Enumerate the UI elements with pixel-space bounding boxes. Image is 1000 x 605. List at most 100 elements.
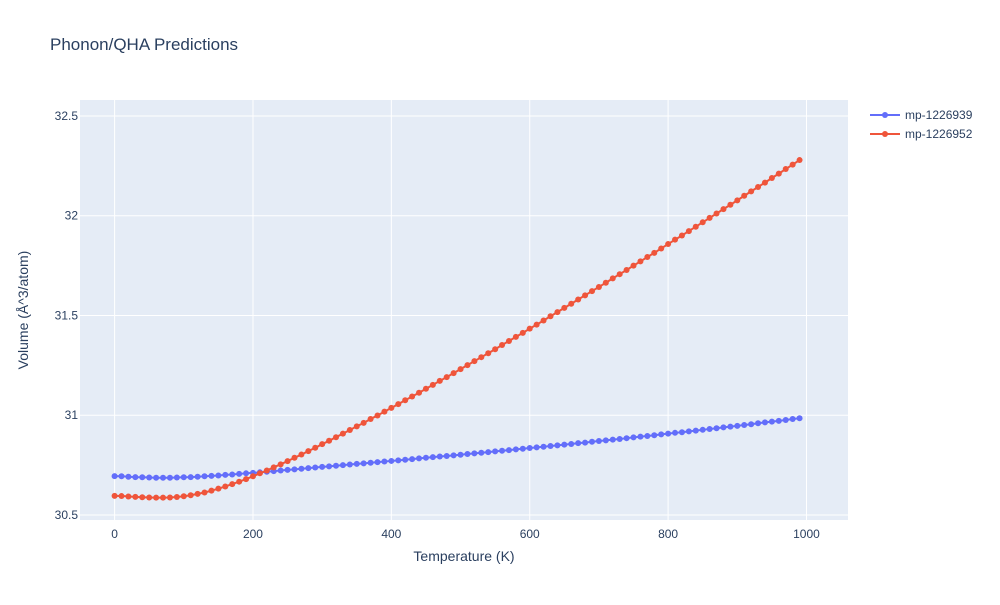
data-point[interactable] [561,441,568,448]
data-point[interactable] [582,439,589,446]
data-point[interactable] [741,192,748,199]
data-point[interactable] [609,436,616,443]
data-point[interactable] [374,412,381,419]
data-point[interactable] [346,461,353,468]
data-point[interactable] [775,417,782,424]
data-point[interactable] [727,201,734,208]
legend-item[interactable]: mp-1226939 [870,108,973,122]
data-point[interactable] [720,424,727,431]
data-point[interactable] [637,258,644,265]
data-point[interactable] [775,170,782,177]
data-point[interactable] [665,241,672,248]
data-point[interactable] [492,448,499,455]
data-point[interactable] [450,452,457,459]
data-point[interactable] [263,467,270,474]
data-point[interactable] [236,470,243,477]
data-point[interactable] [367,416,374,423]
data-point[interactable] [180,474,187,481]
data-point[interactable] [402,397,409,404]
data-point[interactable] [602,279,609,286]
data-point[interactable] [623,267,630,273]
legend-item[interactable]: mp-1226952 [870,127,973,141]
data-point[interactable] [492,346,499,353]
data-point[interactable] [409,456,416,463]
data-point[interactable] [153,494,160,501]
data-point[interactable] [540,443,547,450]
data-point[interactable] [298,465,305,472]
data-point[interactable] [422,454,429,461]
data-point[interactable] [180,493,187,500]
data-point[interactable] [194,473,201,480]
data-point[interactable] [139,494,146,501]
data-point[interactable] [589,288,595,295]
data-point[interactable] [125,473,132,480]
data-point[interactable] [637,433,644,440]
data-point[interactable] [395,401,402,408]
data-point[interactable] [547,442,554,449]
data-point[interactable] [333,462,339,469]
data-point[interactable] [748,421,755,428]
data-point[interactable] [713,425,720,432]
plot-background[interactable] [80,100,848,520]
data-point[interactable] [173,494,180,501]
data-point[interactable] [644,433,651,439]
data-point[interactable] [166,494,173,501]
series-line[interactable] [114,417,800,479]
data-point[interactable] [485,350,492,357]
data-point[interactable] [256,470,263,477]
data-point[interactable] [699,219,706,226]
data-point[interactable] [333,434,339,441]
data-point[interactable] [699,426,706,433]
data-point[interactable] [222,483,229,490]
data-point[interactable] [326,463,333,470]
data-point[interactable] [125,493,132,500]
data-point[interactable] [166,474,173,481]
data-point[interactable] [422,385,429,392]
data-point[interactable] [111,473,118,480]
legend[interactable]: mp-1226939 mp-1226952 [870,108,973,141]
data-point[interactable] [443,374,450,381]
data-point[interactable] [160,494,167,501]
data-point[interactable] [187,492,194,499]
data-point[interactable] [678,232,685,239]
data-point[interactable] [416,389,423,396]
data-point[interactable] [298,451,305,458]
data-point[interactable] [284,458,291,465]
data-point[interactable] [651,432,658,439]
data-point[interactable] [768,418,775,425]
data-point[interactable] [748,188,755,195]
data-point[interactable] [554,309,561,316]
data-point[interactable] [540,317,547,324]
data-point[interactable] [326,437,333,444]
data-point[interactable] [132,493,139,500]
data-point[interactable] [658,431,665,438]
data-point[interactable] [243,470,250,477]
data-point[interactable] [118,493,125,500]
data-point[interactable] [450,370,457,377]
data-point[interactable] [616,271,623,278]
data-point[interactable] [388,457,395,464]
data-point[interactable] [429,454,436,461]
data-point[interactable] [208,487,215,494]
data-point[interactable] [485,449,492,456]
data-point[interactable] [512,446,519,453]
data-point[interactable] [409,393,416,400]
data-point[interactable] [526,444,533,451]
data-point[interactable] [388,404,395,411]
data-point[interactable] [215,472,222,479]
data-point[interactable] [173,474,180,481]
data-point[interactable] [782,166,789,173]
data-point[interactable] [229,471,236,478]
data-point[interactable] [146,474,153,481]
data-point[interactable] [360,460,367,467]
data-point[interactable] [381,408,388,415]
data-point[interactable] [478,354,485,361]
data-point[interactable] [609,275,616,282]
data-point[interactable] [630,262,637,269]
data-point[interactable] [589,438,595,445]
data-point[interactable] [796,157,803,164]
data-point[interactable] [215,485,222,492]
data-point[interactable] [187,474,194,481]
data-point[interactable] [672,429,679,436]
data-point[interactable] [499,447,506,454]
